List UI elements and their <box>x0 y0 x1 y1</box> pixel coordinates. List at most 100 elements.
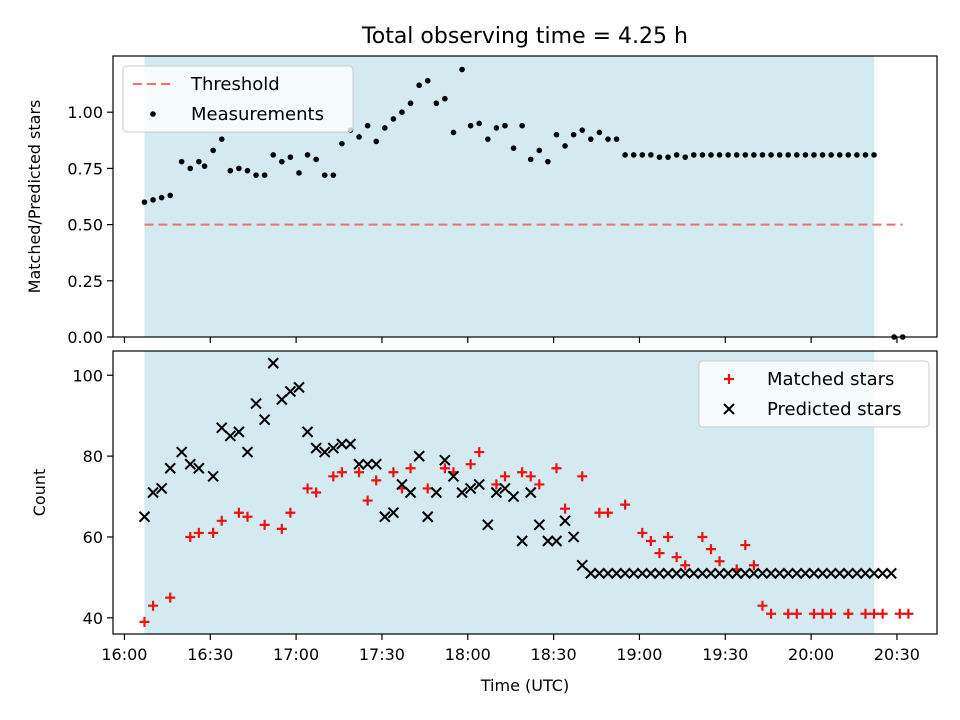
x-tick-label: 20:00 <box>788 645 834 664</box>
data-point <box>791 608 802 619</box>
data-point <box>387 507 400 519</box>
data-point <box>241 446 254 458</box>
x-axis-label: Time (UTC) <box>480 676 569 695</box>
data-point <box>473 478 485 491</box>
data-point <box>139 616 150 627</box>
data-point <box>379 511 391 523</box>
data-point <box>510 145 517 151</box>
x-tick-label: 18:30 <box>531 645 577 664</box>
data-point <box>356 134 362 140</box>
data-point <box>507 490 520 503</box>
x-tick-label: 16:30 <box>187 645 233 664</box>
series-predicted-stars <box>138 357 897 580</box>
data-point <box>751 152 757 158</box>
data-point <box>836 152 843 158</box>
data-point <box>296 170 302 176</box>
data-point <box>877 608 888 619</box>
y-tick-label: 80 <box>83 447 103 466</box>
legend: Matched stars Predicted stars <box>698 360 930 428</box>
data-point <box>517 467 528 478</box>
data-point <box>894 608 905 619</box>
y-tick-label: 0.00 <box>67 328 103 347</box>
data-point <box>364 122 371 129</box>
data-point <box>776 152 783 158</box>
legend-box <box>122 65 354 133</box>
data-point <box>216 422 228 434</box>
data-point <box>321 172 328 178</box>
data-point <box>467 122 474 129</box>
data-point <box>490 486 503 499</box>
data-point <box>465 459 476 470</box>
data-point <box>765 567 777 580</box>
data-point <box>740 540 751 551</box>
data-point <box>304 152 311 158</box>
data-point <box>150 197 156 203</box>
data-point <box>175 446 188 458</box>
data-point <box>553 131 560 138</box>
bottom-panel: 40 60 80 100 16:00 16:30 17:00 17:30 18:00 18:30 1… <box>30 350 938 664</box>
data-point <box>207 470 219 483</box>
data-point <box>577 471 588 482</box>
data-point <box>679 567 691 580</box>
x-tick-label: 18:00 <box>445 645 491 664</box>
data-point <box>141 199 148 205</box>
data-point <box>534 479 545 490</box>
data-point <box>285 507 296 518</box>
data-point <box>433 100 440 107</box>
data-point <box>196 158 202 165</box>
data-point <box>705 544 716 555</box>
data-point <box>327 442 340 454</box>
x-tick-label: 17:30 <box>359 645 405 664</box>
data-point <box>876 567 889 580</box>
data-point <box>519 122 525 129</box>
data-point <box>236 165 242 172</box>
data-point <box>210 147 216 154</box>
data-point <box>310 442 322 454</box>
data-point <box>834 567 846 580</box>
data-point <box>645 567 657 580</box>
axes-frame <box>112 55 938 338</box>
legend-label: Matched stars <box>767 369 894 390</box>
data-point <box>859 567 872 580</box>
data-point <box>424 77 431 84</box>
data-point <box>713 567 726 580</box>
data-point <box>594 507 605 518</box>
y-tick-label: 0.50 <box>67 216 103 235</box>
y-tick-label: 60 <box>83 528 103 547</box>
y-tick-label: 0.75 <box>67 159 103 178</box>
y-tick-label: 1.00 <box>67 103 103 122</box>
data-point <box>344 438 357 450</box>
data-point <box>799 567 812 580</box>
data-point <box>645 536 656 547</box>
data-point <box>869 608 880 619</box>
data-point <box>227 167 234 174</box>
data-point <box>525 486 537 499</box>
y-tick-label: 0.25 <box>67 272 103 291</box>
data-point <box>811 152 817 158</box>
data-point <box>270 152 277 158</box>
data-point <box>339 140 345 147</box>
data-point <box>464 482 477 495</box>
series-matched-stars <box>139 447 914 627</box>
y-tick-label: 100 <box>72 366 103 385</box>
data-point <box>559 515 571 527</box>
data-point <box>794 152 800 158</box>
data-point <box>396 478 408 491</box>
legend: Threshold Measurements <box>122 65 354 133</box>
series-measurements <box>141 66 906 340</box>
data-point <box>456 486 468 499</box>
data-point <box>399 109 405 115</box>
data-point <box>261 172 268 178</box>
data-point <box>253 172 259 178</box>
data-point <box>216 515 227 526</box>
data-point <box>313 156 319 163</box>
data-point <box>682 154 689 160</box>
data-point <box>783 608 794 619</box>
data-point <box>596 129 603 136</box>
data-point <box>791 567 803 580</box>
axes-frame <box>112 350 938 635</box>
data-point <box>201 163 208 169</box>
data-point <box>708 152 714 158</box>
data-point <box>816 567 829 580</box>
data-point <box>218 136 225 142</box>
